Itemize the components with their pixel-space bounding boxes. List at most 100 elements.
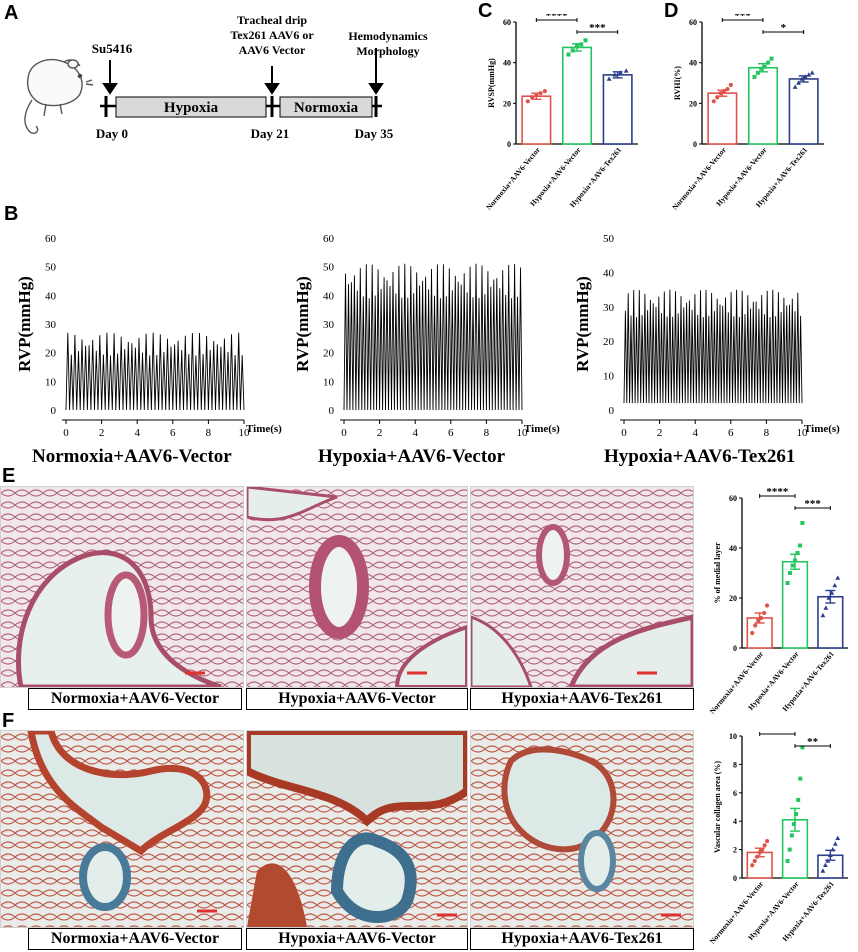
data-point [797, 543, 802, 548]
trace-y-tick-label: 40 [603, 267, 615, 279]
trace-x-tick-label: 0 [63, 427, 69, 439]
y-tick-label: 0 [693, 140, 697, 149]
data-point [820, 612, 826, 618]
mouse-icon [24, 59, 94, 135]
y-tick-label: 60 [689, 18, 697, 27]
data-point [785, 858, 790, 863]
trace-x-label: Time(s) [804, 423, 840, 435]
panel-letter-b: B [4, 203, 19, 225]
y-tick-label: 40 [689, 59, 697, 68]
trace-y-tick-label: 40 [45, 290, 57, 302]
bar [561, 46, 593, 145]
trace-y-tick-label: 60 [45, 233, 57, 245]
data-point [718, 91, 723, 96]
chart-c: 0204060RVSP(mmHg)Normoxia+AAV6-VectorHyp… [484, 14, 638, 212]
significance-label: ** [807, 736, 819, 748]
data-point [789, 833, 794, 838]
data-point [806, 72, 812, 77]
data-point [762, 64, 767, 69]
data-point [759, 615, 764, 621]
data-point [792, 84, 798, 89]
data-point [798, 776, 803, 781]
caption-f-1: Normoxia+AAV6-Vector [28, 928, 242, 950]
y-tick-label: 0 [507, 140, 511, 149]
data-point [752, 74, 757, 79]
significance-label: *** [734, 14, 751, 22]
data-point [725, 87, 730, 92]
data-point [618, 70, 623, 75]
data-point [793, 558, 797, 563]
bar [781, 560, 809, 649]
bar [747, 66, 779, 145]
panel-letter-c: C [478, 0, 493, 22]
y-tick-label: 20 [689, 99, 697, 108]
data-point [542, 89, 547, 94]
data-point [764, 838, 770, 844]
data-point [753, 623, 758, 628]
data-point [579, 42, 584, 47]
trace-title-2: Hypoxia+AAV6-Vector [318, 446, 506, 467]
trace-title-1: Normoxia+AAV6-Vector [32, 446, 232, 467]
y-tick-label: 8 [733, 760, 737, 769]
trace-x-tick-label: 4 [412, 427, 418, 439]
y-tick-label: 4 [733, 817, 737, 826]
trace-x-tick-label: 4 [692, 427, 698, 439]
y-tick-label: 40 [503, 59, 511, 68]
trace-x-label: Time(s) [524, 423, 560, 435]
data-point [623, 68, 629, 73]
significance-label: *** [804, 498, 821, 510]
data-point [583, 38, 588, 43]
data-point [715, 95, 720, 100]
trace-y-tick-label: 10 [323, 376, 335, 388]
data-point [755, 854, 760, 859]
trace-y-tick-label: 20 [45, 348, 57, 360]
data-point [796, 797, 801, 802]
day21-label: Day 21 [251, 126, 290, 141]
trace-y-tick-label: 0 [329, 405, 335, 417]
data-point [769, 56, 774, 61]
histology-f-hypoxia-tex261 [470, 730, 694, 928]
data-point [525, 99, 530, 104]
drip-label-1: Tracheal drip [237, 13, 307, 27]
data-point [538, 91, 543, 96]
trace-x-tick-label: 10 [797, 427, 809, 439]
data-point [566, 52, 571, 57]
data-point [790, 563, 795, 568]
histology-e-normoxia [0, 486, 244, 688]
data-point [835, 835, 841, 841]
data-point [529, 95, 535, 100]
data-point [757, 850, 762, 855]
significance-label: * [781, 22, 787, 34]
y-tick-label: 40 [729, 544, 737, 553]
y-tick-label: 0 [733, 644, 737, 653]
trace-x-tick-label: 8 [764, 427, 770, 439]
data-point [766, 60, 771, 65]
data-point [606, 76, 612, 81]
trace-y-tick-label: 0 [51, 405, 57, 417]
data-point [721, 89, 727, 94]
trace-x-tick-label: 10 [239, 427, 251, 439]
y-tick-label: 60 [729, 494, 737, 503]
data-point [822, 862, 828, 868]
trace-title-3: Hypoxia+AAV6-Tex261 [604, 446, 796, 467]
data-point [795, 551, 800, 555]
data-point [570, 48, 575, 53]
caption-f-2: Hypoxia+AAV6-Vector [246, 928, 468, 950]
significance-label: *** [589, 22, 606, 34]
y-tick-label: 20 [503, 99, 511, 108]
data-point [534, 93, 539, 98]
data-point [800, 521, 805, 525]
histology-e-hypoxia-tex261 [470, 486, 694, 688]
trace-y-label: RVP(mmHg) [293, 276, 312, 372]
panel-letter-d: D [664, 0, 679, 22]
caption-e-3: Hypoxia+AAV6-Tex261 [470, 688, 694, 710]
bar [817, 595, 844, 649]
data-point [832, 841, 838, 846]
data-point [823, 605, 829, 610]
pressure-waveform [65, 332, 245, 411]
data-point [832, 582, 838, 588]
